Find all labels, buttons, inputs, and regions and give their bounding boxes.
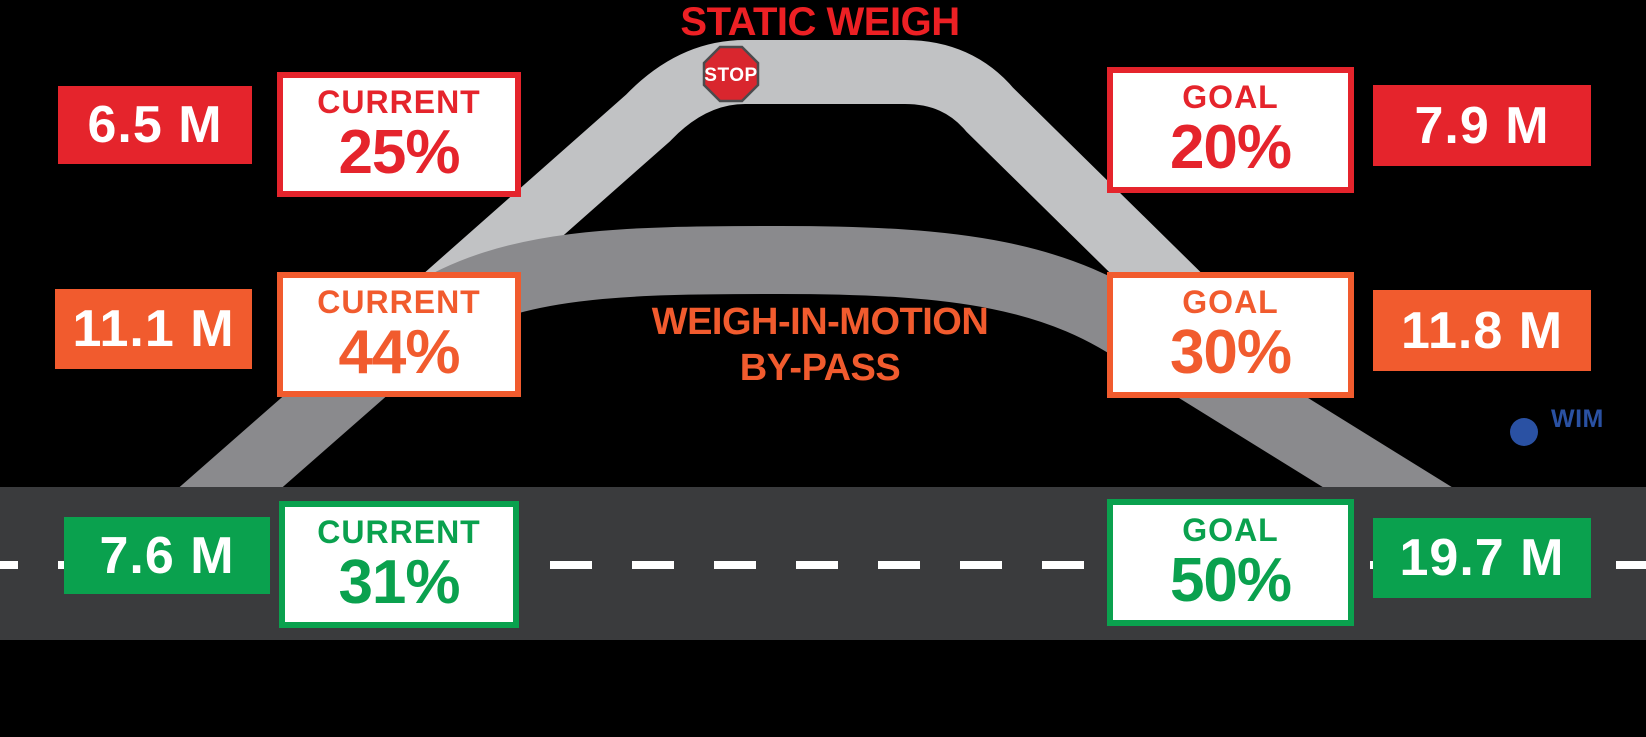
mainline-goal-label: GOAL xyxy=(1182,511,1279,548)
static-weigh-title: STATIC WEIGH xyxy=(680,0,960,44)
wim-bypass-title-line2: BY-PASS xyxy=(739,347,901,389)
mainline-current-label: CURRENT xyxy=(317,513,481,550)
mainline-current-value: 31% xyxy=(338,547,460,617)
wim-bypass-inbound-volume-badge: 11.1 M xyxy=(55,289,252,369)
static-weigh-current-box: CURRENT 25% xyxy=(277,72,521,197)
wim-bypass-goal-box: GOAL 30% xyxy=(1107,272,1354,398)
static-weigh-goal-box: GOAL 20% xyxy=(1107,67,1354,193)
wim-sensor-dot xyxy=(1510,418,1538,446)
stop-sign-label: STOP xyxy=(704,65,757,86)
wim-bypass-current-box: CURRENT 44% xyxy=(277,272,521,397)
wim-bypass-goal-volume-badge: 11.8 M xyxy=(1373,290,1591,371)
mainline-goal-value: 50% xyxy=(1169,545,1292,615)
mainline-goal-box: GOAL 50% xyxy=(1107,499,1354,626)
stop-sign: STOP xyxy=(702,45,760,103)
mainline-goal-volume-badge: 19.7 M xyxy=(1373,518,1591,598)
stop-sign-octagon xyxy=(702,45,760,103)
wim-bypass-current-value: 44% xyxy=(338,317,460,387)
static-weigh-goal-volume-badge: 7.9 M xyxy=(1373,85,1591,166)
mainline-current-box: CURRENT 31% xyxy=(279,501,519,628)
wim-bypass-goal-value: 30% xyxy=(1169,318,1292,387)
static-weigh-inbound-volume-badge: 6.5 M xyxy=(58,86,252,164)
mainline-inbound-volume-badge: 7.6 M xyxy=(64,517,270,594)
wim-bypass-title: WEIGH-IN-MOTION BY-PASS xyxy=(595,299,1045,391)
static-weigh-current-value: 25% xyxy=(338,117,460,187)
static-weigh-current-label: CURRENT xyxy=(317,83,481,120)
wim-bypass-goal-label: GOAL xyxy=(1182,284,1279,320)
static-weigh-goal-label: GOAL xyxy=(1182,79,1279,115)
wim-bypass-title-line1: WEIGH-IN-MOTION xyxy=(651,301,989,343)
static-weigh-goal-value: 20% xyxy=(1169,113,1292,182)
wim-bypass-current-label: CURRENT xyxy=(317,283,481,320)
wim-sensor-label: WIM xyxy=(1551,405,1604,433)
